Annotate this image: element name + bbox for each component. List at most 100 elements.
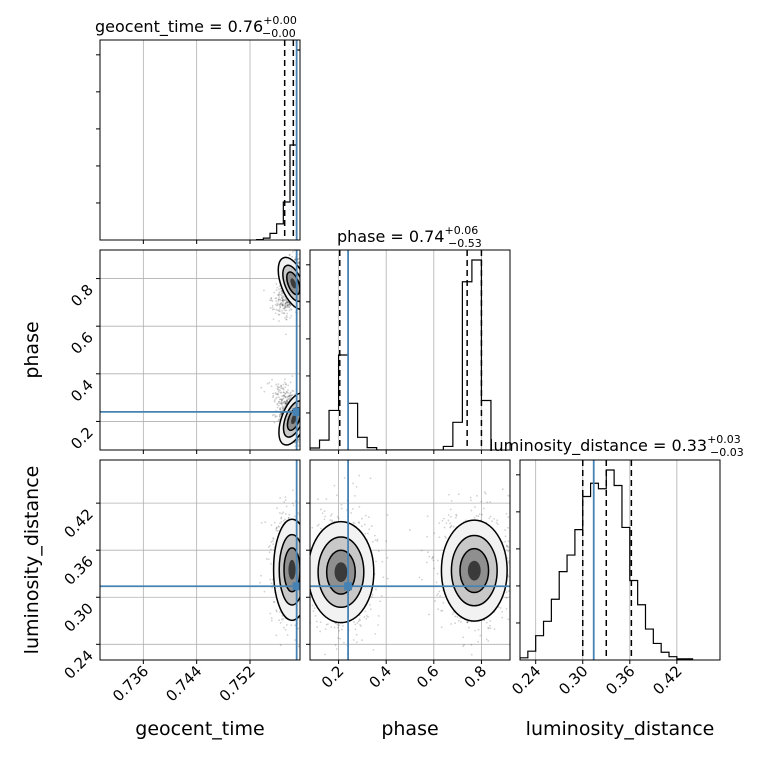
sample-point <box>302 553 304 555</box>
sample-point <box>507 516 510 519</box>
sample-point <box>297 438 300 441</box>
sample-point <box>286 301 289 303</box>
sample-point <box>308 445 310 447</box>
sample-point <box>279 497 282 499</box>
sample-point <box>279 302 282 305</box>
sample-point <box>271 378 273 381</box>
sample-point <box>307 419 309 421</box>
sample-point <box>307 432 309 434</box>
x-tick-label: 0.736 <box>109 662 152 705</box>
hist-panel-geocent_time <box>96 39 301 244</box>
sample-point <box>301 554 303 556</box>
sample-point <box>301 571 303 573</box>
sample-point <box>285 383 287 386</box>
sample-point <box>331 520 333 523</box>
sample-point <box>278 400 281 403</box>
sample-point <box>284 302 287 305</box>
sample-point <box>301 434 303 436</box>
sample-point <box>301 275 303 277</box>
sample-point <box>428 555 431 558</box>
sample-point <box>324 515 326 518</box>
sample-point <box>327 629 329 631</box>
sample-point <box>516 583 518 585</box>
sample-point <box>486 501 489 504</box>
sample-point <box>281 402 283 404</box>
hist-panel-phase <box>306 249 511 454</box>
sample-point <box>288 394 291 397</box>
sample-point <box>288 394 291 397</box>
sample-point <box>281 292 284 295</box>
contour-line <box>325 549 356 595</box>
sample-point <box>278 419 281 421</box>
sample-point <box>285 298 288 301</box>
sample-point <box>304 576 306 578</box>
sample-point <box>300 416 302 418</box>
sample-point <box>279 622 282 624</box>
sample-point <box>278 396 280 399</box>
sample-point <box>305 635 307 637</box>
sample-point <box>305 405 307 407</box>
sample-point <box>303 286 305 288</box>
title-luminosity-distance: luminosity_distance = 0.33+0.03 −0.03 <box>489 433 744 459</box>
sample-point <box>354 628 357 631</box>
sample-point <box>301 274 303 276</box>
sample-point <box>445 522 448 524</box>
sample-point <box>302 416 304 418</box>
sample-point <box>303 556 305 558</box>
sample-point <box>434 600 437 602</box>
sample-point <box>283 312 286 315</box>
sample-point <box>281 297 284 300</box>
sample-point <box>303 580 305 582</box>
sample-point <box>353 522 356 525</box>
sample-point <box>281 303 284 306</box>
sample-point <box>300 269 302 271</box>
sample-point <box>301 436 303 438</box>
sample-point <box>444 537 447 539</box>
title-luminosity-distance-sup: +0.03 <box>707 433 741 446</box>
sample-point <box>260 574 263 577</box>
scatter-panel-luminosity_distance-vs-phase: 0.2 0.4 0.6 0.8 <box>301 459 518 692</box>
sample-point <box>313 243 315 245</box>
sample-point <box>277 401 280 403</box>
sample-point <box>301 581 303 583</box>
sample-point <box>303 280 305 282</box>
sample-point <box>269 299 271 302</box>
sample-point <box>418 576 421 579</box>
sample-point <box>303 561 305 563</box>
sample-point <box>302 587 304 589</box>
sample-point <box>278 386 281 389</box>
sample-point <box>301 259 303 261</box>
sample-point <box>307 591 309 593</box>
sample-point <box>270 299 273 302</box>
sample-point <box>301 559 303 561</box>
sample-point <box>275 529 278 532</box>
sample-point <box>307 602 309 604</box>
sample-point <box>302 278 304 280</box>
sample-point <box>307 453 309 455</box>
sample-point <box>433 567 435 570</box>
sample-point <box>302 272 304 274</box>
sample-point <box>278 310 281 313</box>
sample-point <box>473 516 476 519</box>
sample-point <box>306 443 308 445</box>
sample-point <box>285 301 288 304</box>
sample-point <box>302 423 304 425</box>
sample-point <box>335 494 338 497</box>
sample-point <box>304 279 306 281</box>
sample-point <box>302 560 304 562</box>
sample-point <box>279 407 282 410</box>
sample-point <box>451 613 454 615</box>
sample-point <box>280 290 283 293</box>
sample-point <box>466 621 469 624</box>
sample-point <box>272 394 275 397</box>
sample-point <box>432 556 434 559</box>
sample-point <box>280 384 282 387</box>
sample-point <box>303 582 305 584</box>
panel-frame <box>99 249 301 451</box>
sample-point <box>305 584 307 586</box>
sample-point <box>277 393 279 396</box>
sample-point <box>431 555 434 558</box>
sample-point <box>282 295 285 298</box>
sample-point <box>305 576 307 578</box>
